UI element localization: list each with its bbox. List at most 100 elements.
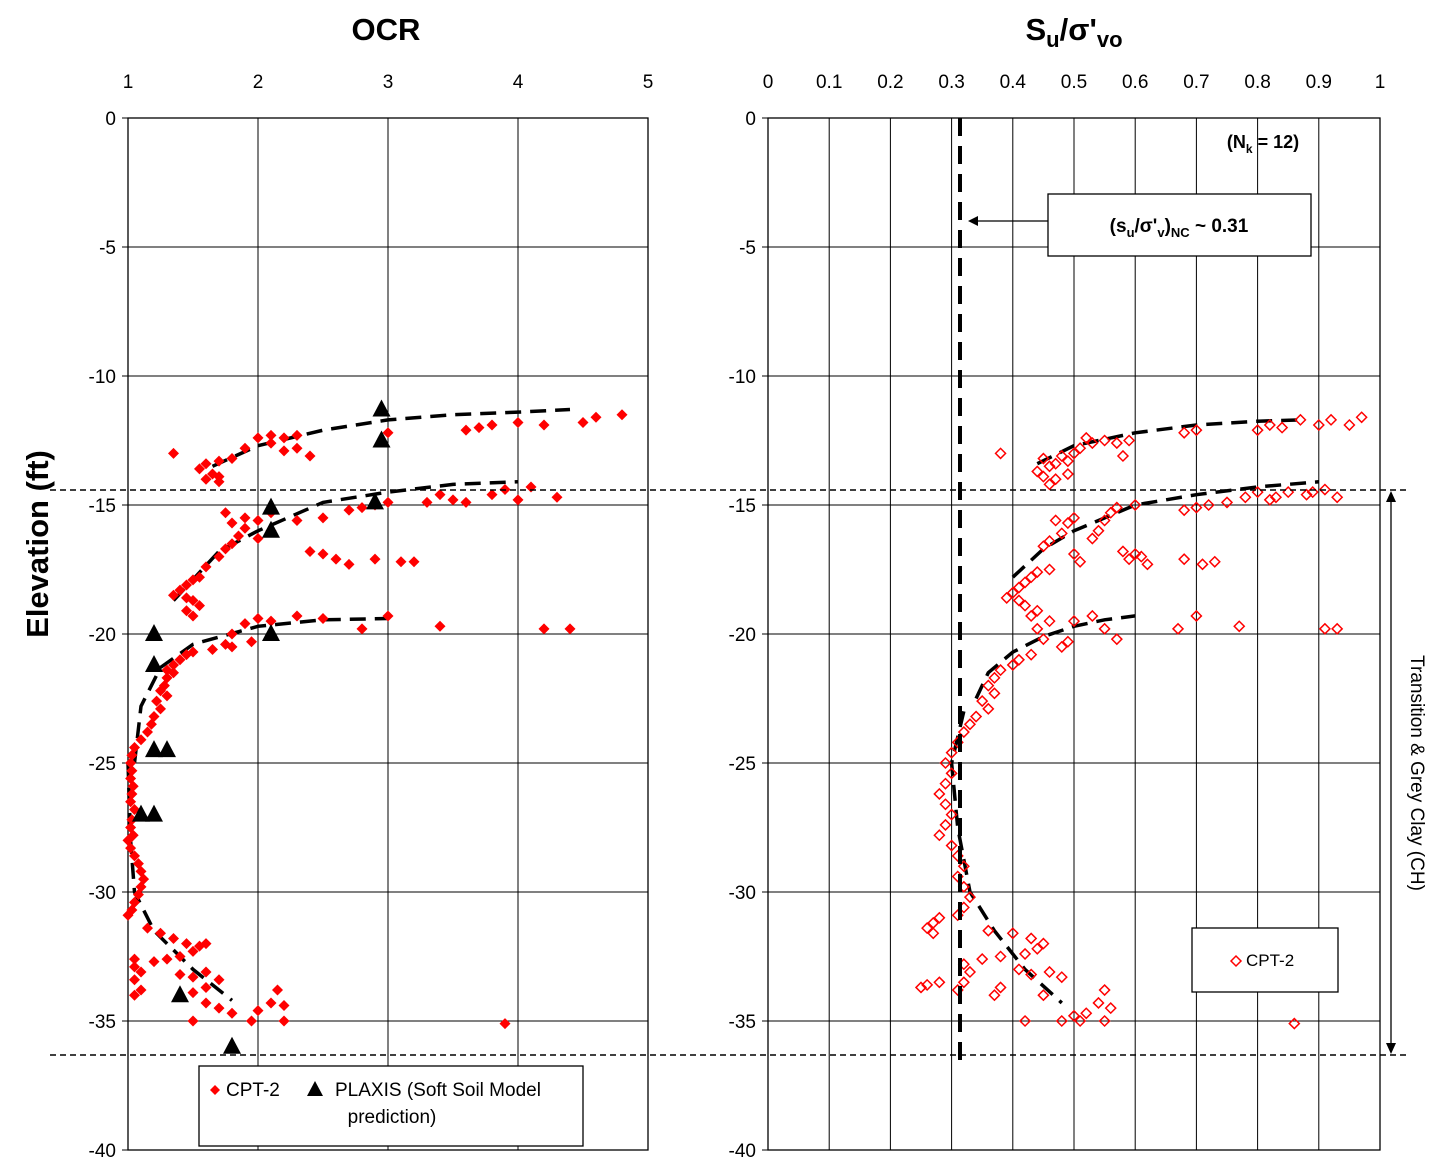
ocr-cpt-point xyxy=(200,473,212,485)
su-cpt-point xyxy=(1129,547,1142,561)
ocr-y-tick-label: -5 xyxy=(99,238,116,259)
su-cpt-point xyxy=(982,702,995,715)
ocr-cpt-point xyxy=(145,718,157,730)
ocr-cpt-point xyxy=(220,543,231,555)
su-cpt-point xyxy=(1006,658,1019,672)
ocr-ticks: 1 2 3 4 5 0 -5 -10 -15 -20 -25 -30 -35 -40 xyxy=(89,72,654,1159)
su-cpt-point xyxy=(1031,465,1044,478)
su-cpt-point xyxy=(1324,413,1338,426)
su-cpt-point xyxy=(933,787,946,801)
ocr-cpt-point xyxy=(213,974,225,986)
ocr-cpt-point xyxy=(551,491,563,503)
su-cpt-point xyxy=(1037,470,1050,483)
su-cpt-point xyxy=(1025,571,1038,584)
su-cpt-point xyxy=(1233,620,1246,633)
ocr-cpt-point xyxy=(291,442,303,454)
su-x-tick-label: 1 xyxy=(1375,72,1386,93)
su-cpt-point xyxy=(1098,622,1111,635)
ocr-cpt-point xyxy=(473,422,485,434)
su-cpt-point xyxy=(1055,449,1068,463)
su-cpt-point xyxy=(1025,609,1038,623)
ocr-legend-plaxis-label-2: prediction) xyxy=(348,1107,437,1128)
su-cpt-point xyxy=(951,983,964,997)
su-cpt-point xyxy=(1116,449,1130,463)
ocr-cpt-point xyxy=(187,945,199,957)
su-cpt-point xyxy=(1318,483,1331,496)
ocr-cpt-point xyxy=(356,623,368,635)
su-cpt-point xyxy=(1006,586,1019,599)
ocr-cpt-point xyxy=(434,489,446,501)
ocr-cpt-point xyxy=(525,481,537,493)
su-x-tick-label: 0 xyxy=(763,72,774,93)
su-cpt-point xyxy=(1110,633,1123,646)
su-cpt-point xyxy=(1080,1007,1093,1020)
su-cpt-point xyxy=(1025,932,1038,945)
su-cpt-point xyxy=(976,695,989,708)
ocr-plaxis-point xyxy=(145,624,163,641)
ocr-y-tick-label: 0 xyxy=(105,109,116,130)
ocr-cpt-point xyxy=(265,997,277,1009)
ocr-cpt-point xyxy=(538,623,550,635)
su-cpt-point xyxy=(1043,965,1056,979)
su-cpt-point xyxy=(1208,555,1221,568)
ocr-cpt-point xyxy=(155,703,166,715)
ocr-y-tick-label: -40 xyxy=(89,1141,116,1159)
su-cpt-point xyxy=(1037,452,1050,465)
su-cpt-point xyxy=(951,909,964,922)
su-x-tick-label: 0.4 xyxy=(1000,72,1027,93)
ocr-cpt-point xyxy=(278,1015,290,1027)
ocr-y-tick-label: -10 xyxy=(89,367,116,388)
su-cpt-point xyxy=(1012,653,1025,666)
su-cpt-point xyxy=(1110,437,1123,450)
layer-arrow-bottom xyxy=(1386,1043,1396,1054)
su-cpt-point xyxy=(1006,927,1019,940)
su-cpt-point xyxy=(1037,633,1050,646)
ocr-cpt-point xyxy=(194,600,205,612)
ocr-cpt-point xyxy=(213,551,225,563)
su-cpt-point xyxy=(1110,501,1123,514)
su-cpt-point xyxy=(939,777,952,790)
su-x-tick-label: 0.1 xyxy=(816,72,842,93)
ocr-cpt-point xyxy=(564,623,576,635)
su-cpt-point xyxy=(1123,434,1136,447)
su-cpt-point xyxy=(1037,937,1050,950)
su-cpt-point xyxy=(957,725,970,739)
ocr-plaxis-point xyxy=(171,985,189,1003)
su-cpt-point xyxy=(1300,488,1313,501)
su-cpt-point xyxy=(1263,418,1276,432)
su-cpt-point xyxy=(1049,473,1062,486)
ocr-cpt-point xyxy=(155,927,166,939)
su-cpt-point xyxy=(976,953,989,966)
su-cpt-point xyxy=(1061,455,1074,468)
ocr-cpt-point xyxy=(291,610,303,622)
su-cpt-point xyxy=(1190,424,1203,437)
su-y-tick-label: -20 xyxy=(729,625,756,646)
su-cpt-point xyxy=(1129,498,1142,512)
ocr-cpt-point xyxy=(174,654,186,666)
ocr-cpt-point xyxy=(447,494,459,506)
ocr-plaxis-point xyxy=(223,1036,241,1054)
ocr-cpt-point xyxy=(226,1007,238,1019)
su-cpt-point xyxy=(1086,609,1099,623)
su-cpt-point xyxy=(1294,413,1307,426)
ocr-cpt-point xyxy=(135,966,147,978)
ocr-cpt-point xyxy=(343,558,355,570)
su-cpt-point xyxy=(1251,486,1264,499)
su-cpt-point xyxy=(957,880,970,893)
su-cpt-point xyxy=(1288,1017,1301,1030)
su-cpt-point xyxy=(1318,622,1331,635)
su-cpt-point xyxy=(1141,558,1154,571)
ocr-cpt-point xyxy=(317,548,329,560)
su-cpt-point xyxy=(1331,491,1344,504)
su-cpt-point xyxy=(963,718,977,731)
ocr-cpt-point xyxy=(233,530,244,542)
su-cpt-point xyxy=(945,767,958,780)
su-cpt-point xyxy=(1061,516,1074,530)
su-cpt-point xyxy=(1116,545,1130,558)
su-cpt-point xyxy=(1031,566,1044,579)
su-cpt-point xyxy=(1043,460,1056,473)
su-cpt-point xyxy=(1104,1002,1117,1015)
layer-label: Transition & Grey Clay (CH) xyxy=(1406,655,1427,891)
ocr-plaxis-point xyxy=(262,497,280,515)
su-cpt-point xyxy=(970,710,983,723)
